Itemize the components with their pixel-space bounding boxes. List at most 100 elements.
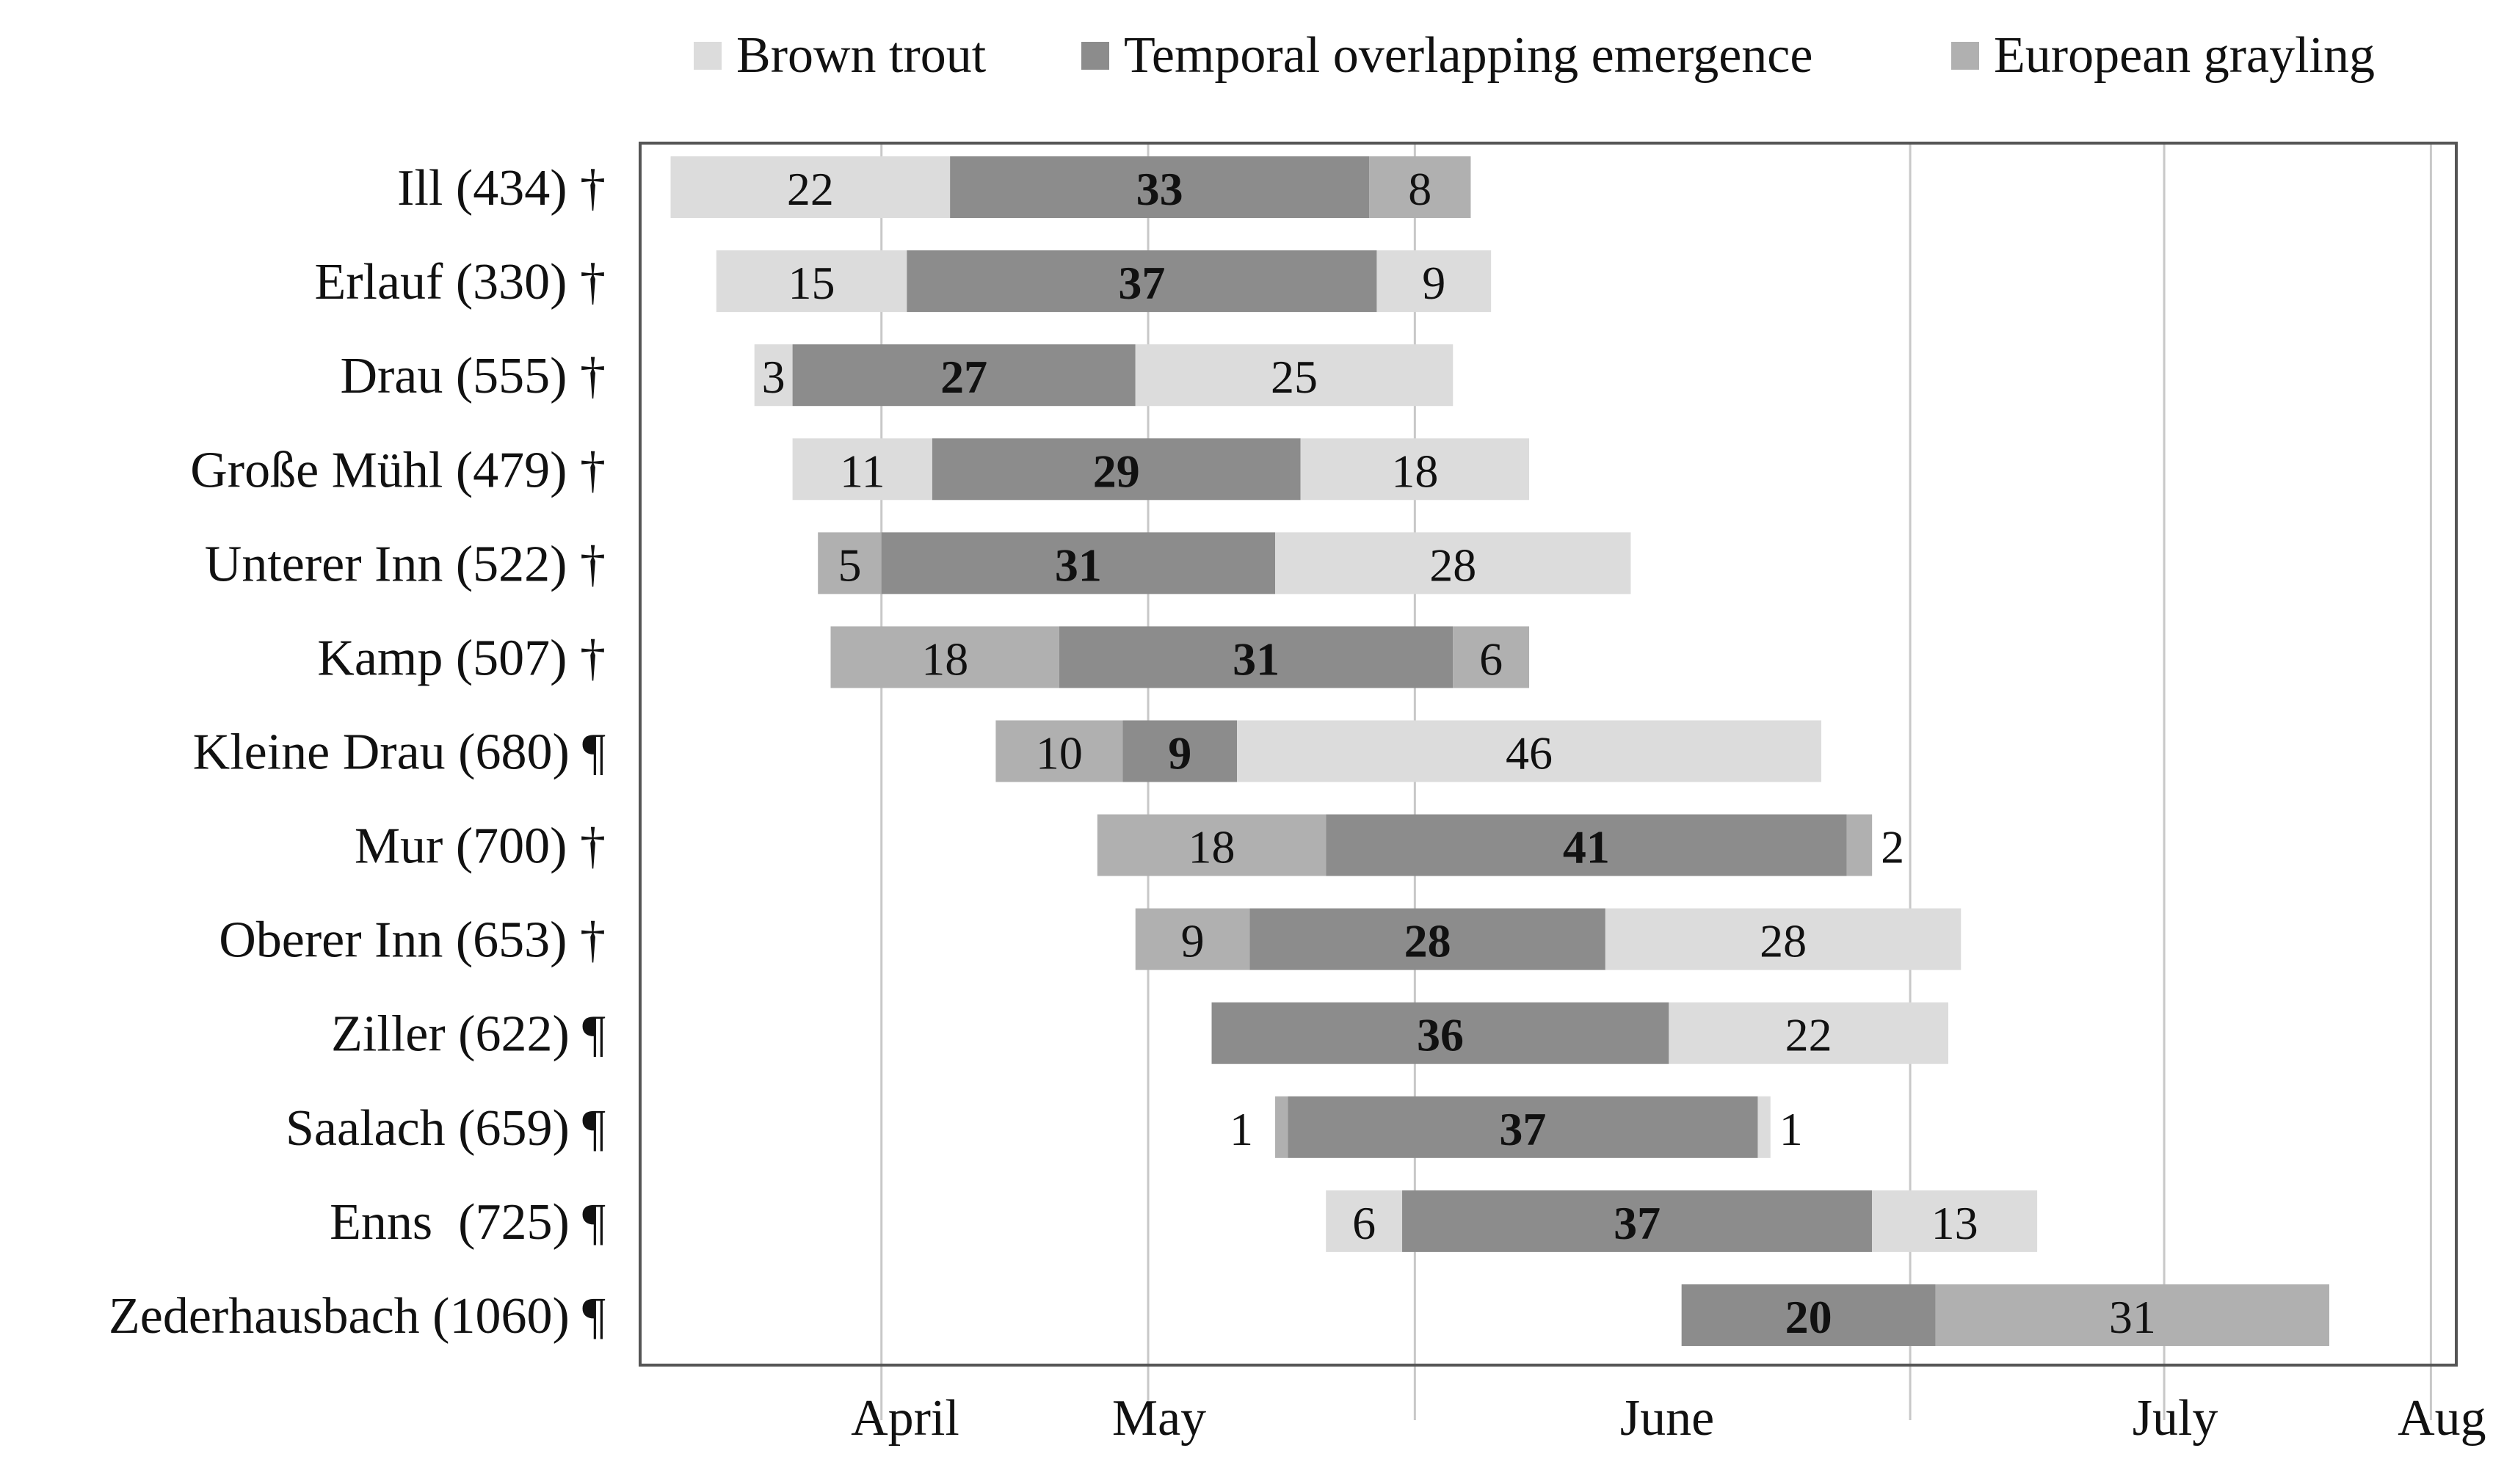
legend-label-grayling: European grayling	[1994, 27, 2375, 84]
bar-label-3-2: 18	[1391, 445, 1438, 497]
legend-swatch-grayling	[1951, 42, 1979, 70]
row-label-4: Unterer Inn (522) †	[205, 536, 606, 592]
row-label-11: Enns (725) ¶	[330, 1194, 606, 1251]
bar-label-11-2: 13	[1931, 1197, 1978, 1249]
bar-label-8-1: 28	[1404, 915, 1451, 967]
legend-swatch-brown	[694, 42, 722, 70]
bar-label-8-0: 9	[1181, 915, 1205, 967]
bar-label-10-0: 1	[1230, 1103, 1253, 1155]
bar-label-10-2: 1	[1779, 1103, 1803, 1155]
bar-segment-1-2	[1376, 250, 1492, 313]
bar-row-5: 18 31 6	[830, 626, 1530, 688]
bar-label-8-2: 28	[1760, 915, 1807, 967]
bar-label-2-1: 27	[940, 351, 987, 403]
bar-segment-8-2	[1605, 908, 1962, 970]
bar-row-2: 3 27 25	[754, 344, 1454, 407]
bar-segment-1-0	[716, 250, 907, 313]
bar-segment-6-2	[1237, 720, 1821, 782]
bar-segment-3-0	[792, 438, 932, 501]
bar-label-5-1: 31	[1233, 633, 1280, 685]
bar-label-6-1: 9	[1168, 727, 1191, 779]
bar-segment-2-1	[792, 344, 1136, 407]
row-label-1: Erlauf (330) †	[314, 254, 606, 310]
bar-row-6: 10 9 46	[995, 720, 1821, 782]
month-label-3: July	[2133, 1390, 2218, 1447]
legend-swatch-overlap	[1081, 42, 1109, 70]
bar-label-2-2: 25	[1271, 351, 1318, 403]
bar-label-0-0: 22	[787, 163, 834, 215]
bar-label-10-1: 37	[1499, 1103, 1546, 1155]
bar-segment-5-1	[1059, 626, 1454, 688]
bar-row-0: 22 33 8	[670, 156, 1471, 219]
bar-row-10: 1 37 1	[1230, 1096, 1803, 1158]
bar-row-8: 9 28 28	[1135, 908, 1962, 970]
bar-label-2-0: 3	[762, 351, 785, 403]
month-label-1: May	[1112, 1390, 1206, 1447]
bar-label-4-2: 28	[1429, 539, 1476, 591]
row-label-5: Kamp (507) †	[317, 630, 606, 686]
bar-label-7-2: 2	[1881, 821, 1904, 873]
plot-frame	[639, 142, 2458, 1367]
bar-segment-7-0	[1097, 814, 1327, 876]
bar-segment-4-1	[881, 532, 1276, 594]
bar-segment-12-0	[1681, 1284, 1936, 1346]
row-label-2: Drau (555) †	[340, 348, 606, 404]
bar-segment-10-1	[1288, 1096, 1758, 1158]
bar-label-12-0: 20	[1785, 1291, 1832, 1343]
bar-label-5-2: 6	[1479, 633, 1503, 685]
bar-segment-7-1	[1326, 814, 1847, 876]
bar-row-1: 15 37 9	[716, 250, 1492, 313]
legend: Brown trout Temporal overlapping emergenc…	[694, 27, 2375, 84]
row-label-7: Mur (700) †	[355, 818, 606, 875]
bar-segment-9-1	[1669, 1002, 1948, 1064]
row-label-12: Zederhausbach (1060) ¶	[109, 1288, 606, 1345]
bar-label-1-0: 15	[788, 257, 835, 309]
bar-segment-0-2	[1369, 156, 1471, 219]
row-label-0: Ill (434) †	[397, 160, 606, 217]
bar-segment-7-2	[1846, 814, 1873, 876]
row-labels: Ill (434) † Erlauf (330) † Drau (555) † Gro…	[109, 160, 606, 1345]
row-label-6: Kleine Drau (680) ¶	[193, 724, 606, 781]
bar-segment-3-2	[1300, 438, 1530, 501]
bar-label-1-2: 9	[1422, 257, 1445, 309]
bar-label-5-0: 18	[921, 633, 968, 685]
bar-label-1-1: 37	[1118, 257, 1165, 309]
bar-segment-6-1	[1122, 720, 1238, 782]
bar-label-4-1: 31	[1055, 539, 1102, 591]
bar-label-11-0: 6	[1352, 1197, 1376, 1249]
bar-label-3-0: 11	[840, 445, 885, 497]
bar-row-4: 5 31 28	[818, 532, 1631, 594]
bar-segment-5-0	[830, 626, 1059, 688]
bar-segment-0-1	[950, 156, 1370, 219]
bar-row-9: 36 22	[1211, 1002, 1948, 1064]
row-label-9: Ziller (622) ¶	[331, 1006, 606, 1063]
bar-label-12-1: 31	[2109, 1291, 2156, 1343]
bar-segment-8-1	[1249, 908, 1605, 970]
bar-segment-6-0	[995, 720, 1123, 782]
bar-label-7-1: 41	[1563, 821, 1610, 873]
bar-label-9-1: 22	[1785, 1009, 1832, 1061]
bar-label-11-1: 37	[1614, 1197, 1661, 1249]
row-label-8: Oberer Inn (653) †	[219, 912, 606, 969]
bar-segment-10-2	[1757, 1096, 1771, 1158]
bar-segment-3-1	[932, 438, 1301, 501]
row-label-3: Große Mühl (479) †	[190, 442, 606, 498]
month-label-4: Aug	[2398, 1390, 2486, 1447]
bar-segment-4-0	[818, 532, 882, 594]
bar-segment-5-2	[1453, 626, 1530, 688]
bar-row-11: 6 37 13	[1326, 1190, 2038, 1252]
bar-segment-2-0	[754, 344, 793, 407]
bar-segment-2-2	[1135, 344, 1454, 407]
bar-segment-12-1	[1935, 1284, 2329, 1346]
bar-segment-1-1	[907, 250, 1377, 313]
bar-label-6-2: 46	[1506, 727, 1553, 779]
month-label-0: April	[851, 1390, 959, 1447]
bar-segment-10-0	[1275, 1096, 1288, 1158]
bar-row-12: 20 31	[1681, 1284, 2329, 1346]
bar-segment-11-1	[1402, 1190, 1873, 1252]
bar-segment-4-2	[1275, 532, 1631, 594]
bar-segment-8-0	[1135, 908, 1250, 970]
